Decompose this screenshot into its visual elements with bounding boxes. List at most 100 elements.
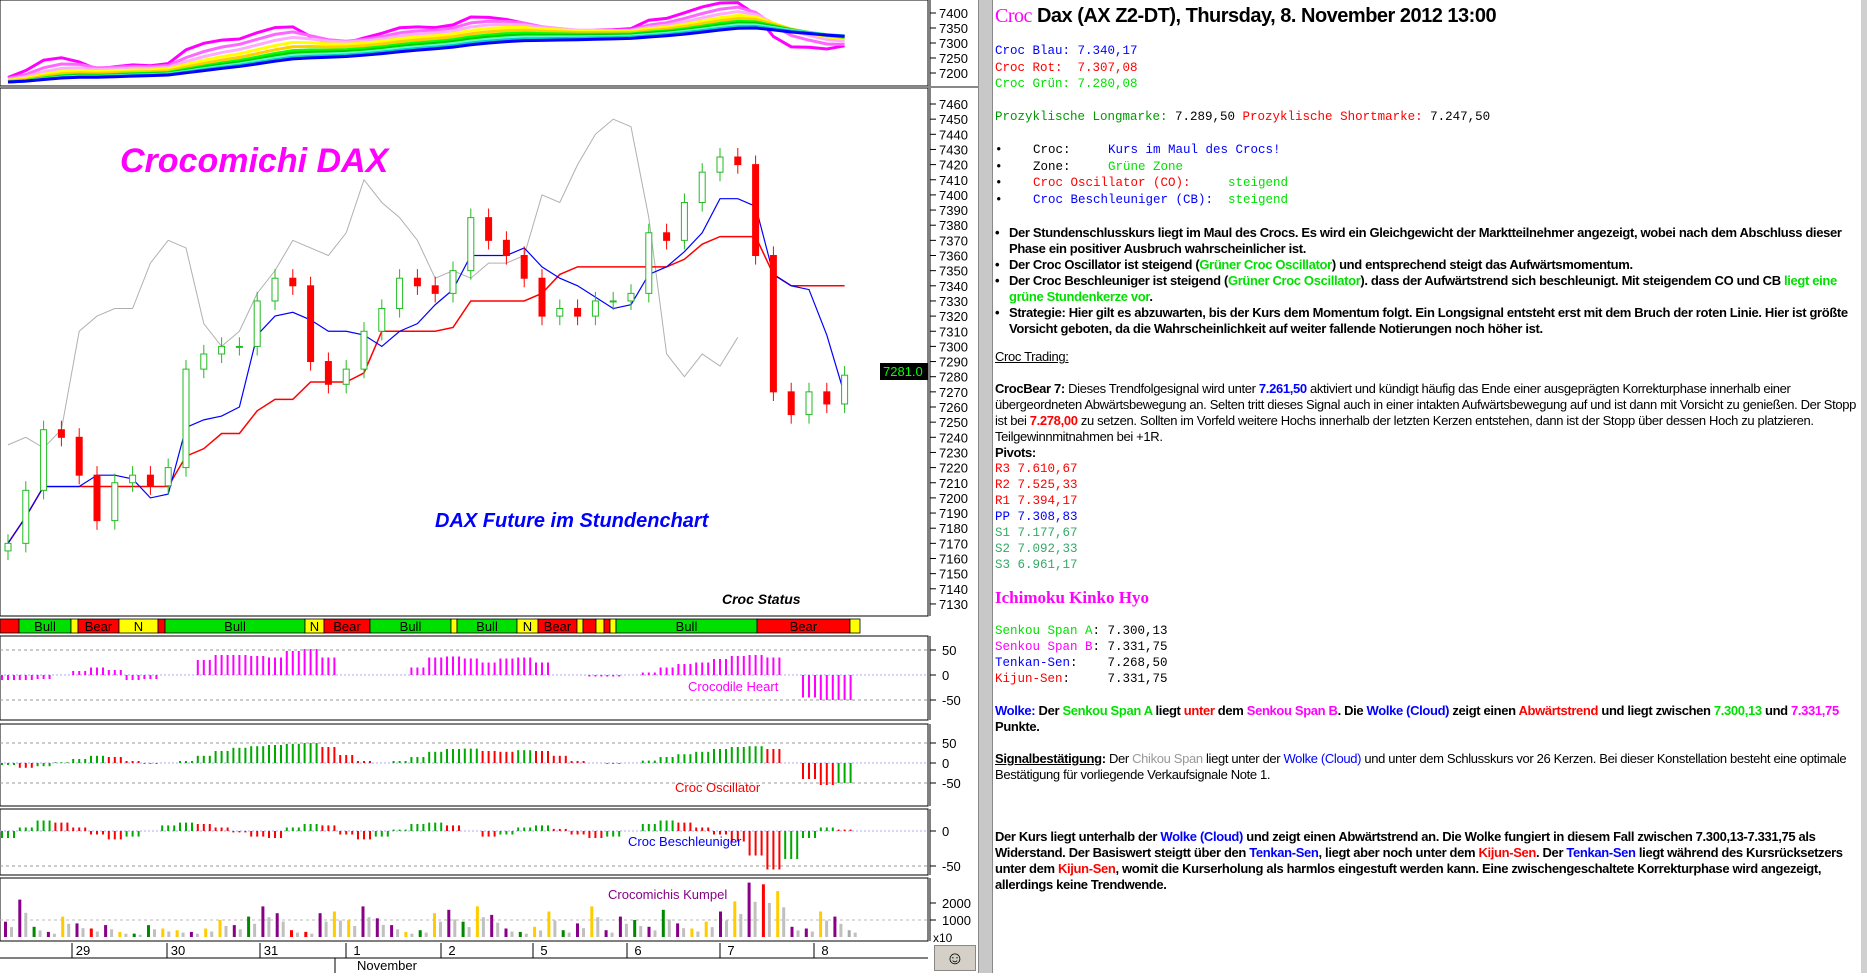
text-segment: : 7.268,50 xyxy=(1070,656,1168,670)
volume-bar xyxy=(518,931,522,937)
volume-bar xyxy=(761,884,765,937)
price-tick-label: 7440 xyxy=(939,127,968,142)
text-segment: 7.289,50 xyxy=(1175,110,1243,124)
date-label: 7 xyxy=(727,943,734,958)
text-segment: Senkou Span A xyxy=(995,624,1093,638)
text-segment: : xyxy=(1101,751,1106,766)
text-segment: und zeigt einen Abwärtstrend an. Die Wol… xyxy=(995,829,1816,860)
splitter-scrollbar[interactable] xyxy=(978,0,993,973)
osc-label: Crocodile Heart xyxy=(688,679,779,694)
text-segment: 7.247,50 xyxy=(1430,110,1491,124)
candle-body xyxy=(787,391,795,416)
volume-bar xyxy=(776,891,780,937)
text-segment: Der Kurs liegt unterhalb der xyxy=(995,829,1161,844)
ribbon-ma-line xyxy=(7,5,845,80)
text-segment: Croc Beschleuniger (CB): xyxy=(1033,192,1229,207)
croc-trading-label: Croc Trading xyxy=(995,349,1066,364)
volume-bar xyxy=(367,917,371,937)
text-segment: Kurs im Maul des Crocs! xyxy=(1108,143,1281,157)
bullet-icon: • xyxy=(995,192,1003,207)
text-segment: Wolke: xyxy=(995,703,1036,718)
volume-bar xyxy=(567,932,571,937)
volume-bar xyxy=(52,933,56,937)
volume-bar xyxy=(332,911,336,937)
text-segment: Der Croc Oscillator ist steigend ( xyxy=(1009,257,1200,272)
text-segment: liegt während des Kursrücksetzers unter … xyxy=(995,845,1843,876)
volume-bar xyxy=(404,931,408,937)
volume-bar xyxy=(439,921,442,937)
price-tick-label: 7230 xyxy=(939,445,968,460)
candle-body xyxy=(253,300,261,347)
croc-status-label: Croc Status xyxy=(722,591,801,607)
volume-bar xyxy=(782,907,786,937)
text-segment: dem xyxy=(1214,703,1247,718)
text-segment: Croc: xyxy=(1033,143,1109,157)
volume-bar xyxy=(510,931,514,937)
status-segment-neutral xyxy=(450,618,458,634)
text-segment: Tenkan-Sen xyxy=(1249,845,1319,860)
text-segment: Croc Rot: 7.307,08 xyxy=(995,60,1138,75)
chart-area[interactable]: 7460 7450 7440 7430 7420 7410 7400 7390 7380 7370… xyxy=(0,0,978,973)
bullet-item: • Der Croc Oscillator ist steigend (Grüne… xyxy=(995,257,1861,273)
volume-bar xyxy=(719,911,722,937)
text-segment: Strategie: Hier gilt es abzuwarten, bis … xyxy=(1009,305,1848,336)
text-segment: liegt eine grüne Stundenkerze vor xyxy=(1009,273,1837,304)
volume-bar xyxy=(633,920,637,937)
price-tick-label: 7150 xyxy=(939,567,968,582)
price-tick-label: 7460 xyxy=(939,97,968,112)
bullet-item: • Der Croc Beschleuniger ist steigend (Gr… xyxy=(995,273,1861,305)
kurs-text: Der Kurs liegt unterhalb der Wolke (Clou… xyxy=(995,829,1861,893)
candle-body xyxy=(467,217,475,272)
volume-bar xyxy=(424,932,428,937)
volume-bar xyxy=(175,930,179,937)
month-label: November xyxy=(357,958,418,973)
ribbon-ma-line xyxy=(7,26,845,84)
volume-bar xyxy=(124,933,128,937)
text-segment: 7.278,00 xyxy=(1029,413,1078,428)
price-tick-label: 7390 xyxy=(939,203,968,218)
status-segment-neutral xyxy=(70,618,79,634)
text-segment: Signalbestätigung xyxy=(995,751,1102,766)
croc-trading-heading: Croc Trading: xyxy=(995,349,1069,364)
price-tick-label: 7400 xyxy=(939,188,968,203)
chikou-span-line xyxy=(7,118,739,449)
ichimoku-list: Senkou Span A: 7.300,13 Senkou Span B: 7.… xyxy=(995,623,1861,687)
smiley-face-icon[interactable]: ☺ xyxy=(934,945,976,971)
croc-bullets: • Der Stundenschlusskurs liegt im Maul de… xyxy=(995,225,1861,337)
bullet-icon: • xyxy=(995,273,1000,288)
candle-body xyxy=(520,255,528,279)
volume-bar xyxy=(267,917,271,937)
volume-bar xyxy=(690,928,694,937)
candle-body xyxy=(378,308,386,332)
text-segment: : 7.331,75 xyxy=(1092,640,1168,654)
candle-body xyxy=(75,436,83,476)
status-segment-label: Bull xyxy=(34,619,56,634)
osc-tick-label: 0 xyxy=(942,668,949,683)
volume-bar xyxy=(610,932,614,937)
volume-bar xyxy=(753,901,757,937)
text-segment: , womit die Kurserholung als harmlos ein… xyxy=(995,861,1822,892)
candle-body xyxy=(218,345,226,355)
pivots-list: R3 7.610,67 R2 7.525,33 R1 7.394,17 PP 7.30… xyxy=(995,461,1861,573)
volume-bar xyxy=(590,906,594,937)
ribbon-tick-label: 7300 xyxy=(939,36,968,51)
pivot-level: S2 7.092,33 xyxy=(995,542,1078,556)
text-segment: Tenkan-Sen xyxy=(995,656,1071,670)
volume-bar xyxy=(189,931,193,937)
text-segment: Prozyklische Shortmarke: xyxy=(1242,110,1431,124)
volume-bar xyxy=(353,926,357,937)
text-segment: Wolke (Cloud) xyxy=(1366,703,1450,718)
candle-body xyxy=(289,277,297,287)
prozyklische-marken: Prozyklische Longmarke: 7.289,50 Prozykl… xyxy=(995,110,1490,124)
volume-bar xyxy=(410,933,414,937)
volume-bar xyxy=(576,923,579,937)
pivots-label: Pivots: xyxy=(995,445,1036,460)
volume-bar xyxy=(481,917,485,937)
volume-tick-label: 1000 xyxy=(942,913,971,928)
status-segment-label: Bull xyxy=(400,619,422,634)
candle-body xyxy=(324,361,332,385)
chart-canvas[interactable]: 7460745074407430742074107400739073807370… xyxy=(0,0,978,973)
volume-bar xyxy=(810,931,814,937)
volume-bar xyxy=(347,920,351,937)
text-segment: Zone: xyxy=(1033,159,1109,174)
